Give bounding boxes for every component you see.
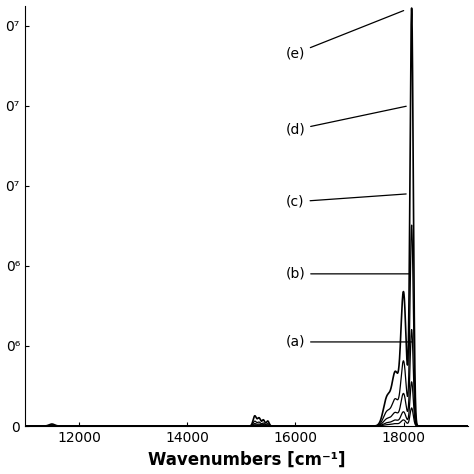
Text: (c): (c) xyxy=(286,194,406,209)
Text: (b): (b) xyxy=(285,267,409,281)
Text: (d): (d) xyxy=(285,106,406,137)
Text: (e): (e) xyxy=(286,10,404,61)
Text: (a): (a) xyxy=(285,335,411,349)
X-axis label: Wavenumbers [cm⁻¹]: Wavenumbers [cm⁻¹] xyxy=(148,450,346,468)
